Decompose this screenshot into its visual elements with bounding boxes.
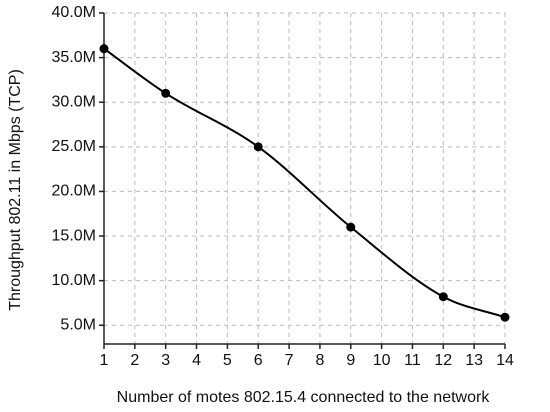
point — [346, 222, 356, 232]
point — [161, 88, 171, 98]
x-tick-label: 13 — [465, 352, 483, 369]
y-tick-label: 40.0M — [52, 4, 96, 21]
y-tick-label: 25.0M — [52, 138, 96, 155]
x-tick-label: 6 — [254, 352, 263, 369]
point — [500, 312, 510, 322]
x-tick-label: 8 — [315, 352, 324, 369]
x-tick-label: 3 — [161, 352, 170, 369]
x-tick-label: 12 — [434, 352, 452, 369]
y-tick-label: 15.0M — [52, 227, 96, 244]
point — [253, 142, 263, 152]
x-tick-label: 7 — [285, 352, 294, 369]
x-tick-label: 14 — [496, 352, 514, 369]
x-tick-label: 1 — [100, 352, 109, 369]
x-axis-label: Number of motes 802.15.4 connected to th… — [117, 389, 491, 406]
x-tick-label: 5 — [223, 352, 232, 369]
y-tick-label: 5.0M — [60, 316, 96, 333]
y-tick-label: 20.0M — [52, 183, 96, 200]
x-tick-label: 9 — [346, 352, 355, 369]
x-tick-label: 2 — [130, 352, 139, 369]
y-tick-label: 30.0M — [52, 93, 96, 110]
x-tick-label: 11 — [404, 352, 421, 369]
y-tick-label: 10.0M — [52, 272, 96, 289]
line — [103, 47, 506, 319]
x-tick-label: 10 — [373, 352, 391, 369]
x-tick-label: 4 — [192, 352, 201, 369]
point — [438, 292, 448, 302]
y-tick-label: 35.0M — [52, 49, 96, 66]
y-axis-label: Throughput 802.11 in Mbps (TCP) — [7, 69, 24, 311]
point — [99, 44, 109, 54]
